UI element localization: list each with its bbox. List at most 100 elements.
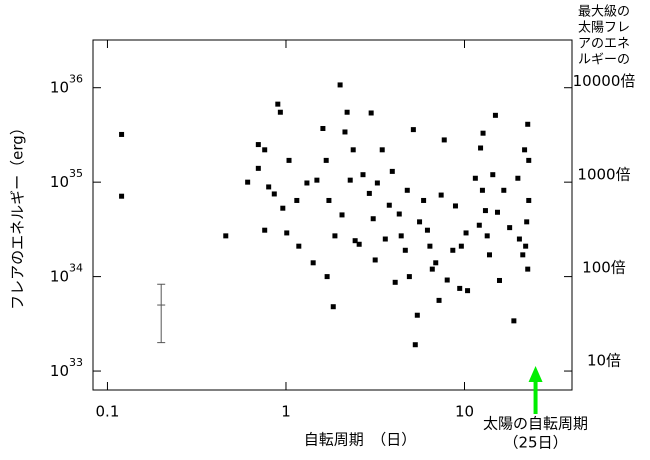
y2-tick-label: 100倍: [582, 258, 626, 276]
point: [520, 252, 526, 258]
y2-axis-title: アのエネ: [578, 37, 630, 52]
y-tick-exponent: 34: [69, 262, 83, 275]
x-tick-label: 10: [455, 403, 474, 421]
x-tick-label: 0.1: [96, 403, 120, 421]
point: [344, 109, 350, 115]
point: [421, 197, 427, 203]
point: [275, 101, 281, 107]
y-tick-label: 1034: [50, 262, 83, 286]
point: [476, 222, 482, 228]
point: [396, 211, 402, 217]
y2-axis-title: 最大級の: [578, 5, 630, 20]
point: [262, 147, 268, 153]
point: [496, 277, 502, 283]
plot-frame: [92, 39, 573, 391]
y-tick-base: 10: [50, 173, 69, 191]
point: [326, 197, 332, 203]
point: [412, 342, 418, 348]
y-tick-label: 1036: [50, 73, 83, 97]
y2-tick-label: 10000倍: [573, 72, 636, 90]
y-tick-exponent: 35: [69, 167, 83, 180]
point: [245, 179, 251, 185]
point: [494, 209, 500, 215]
point: [398, 233, 404, 239]
point: [511, 318, 517, 324]
point: [515, 175, 521, 181]
point: [284, 230, 290, 236]
point: [433, 260, 439, 266]
point: [255, 142, 261, 148]
point: [484, 233, 490, 239]
point: [525, 266, 531, 272]
point: [294, 197, 300, 203]
point: [414, 312, 420, 318]
point: [356, 241, 362, 247]
point: [404, 187, 410, 193]
point: [526, 197, 532, 203]
point: [402, 247, 408, 253]
point: [324, 274, 330, 280]
point: [389, 168, 395, 174]
point: [374, 180, 380, 186]
point: [286, 157, 292, 163]
point: [525, 121, 531, 127]
point: [347, 177, 353, 183]
point: [280, 205, 286, 211]
y-tick-exponent: 36: [69, 73, 83, 86]
point: [450, 247, 456, 253]
point: [392, 279, 398, 285]
point: [522, 147, 528, 153]
point: [330, 304, 336, 310]
point: [255, 165, 261, 171]
point: [452, 203, 458, 209]
point: [314, 177, 320, 183]
point: [310, 260, 316, 266]
point: [501, 187, 507, 193]
annotation-arrowhead: [528, 366, 543, 382]
y2-tick-label: 1000倍: [577, 165, 630, 183]
point: [277, 109, 283, 115]
point: [438, 192, 444, 198]
point: [492, 112, 498, 118]
point: [478, 145, 484, 151]
point: [350, 147, 356, 153]
point: [524, 219, 530, 225]
point: [480, 130, 486, 136]
annotation-text: 太陽の自転周期: [483, 415, 588, 433]
y2-axis-title: ルギーの: [578, 53, 630, 68]
point: [479, 187, 485, 193]
point: [486, 252, 492, 258]
point: [406, 274, 412, 280]
point: [417, 219, 423, 225]
point: [457, 285, 463, 291]
x-axis-title: 自転周期 （日）: [304, 431, 417, 449]
point: [360, 172, 366, 178]
point: [337, 82, 343, 88]
point: [296, 243, 302, 249]
point: [424, 227, 430, 233]
y-axis-title: フレアのエネルギー（erg）: [9, 120, 27, 310]
point: [465, 288, 471, 294]
point: [323, 157, 329, 163]
y2-tick-label: 10倍: [587, 352, 621, 370]
point: [482, 208, 488, 214]
point: [516, 236, 522, 242]
point: [372, 257, 378, 263]
point: [458, 243, 464, 249]
point: [332, 233, 338, 239]
point: [368, 110, 374, 116]
point: [339, 212, 345, 218]
point: [366, 190, 372, 196]
point: [370, 216, 376, 222]
point: [490, 172, 496, 178]
y-tick-base: 10: [50, 267, 69, 285]
y-tick-base: 10: [50, 78, 69, 96]
point: [352, 238, 358, 244]
point: [119, 193, 125, 199]
point: [526, 157, 532, 163]
point: [304, 180, 310, 186]
point: [262, 227, 268, 233]
point: [119, 131, 125, 137]
point: [379, 147, 385, 153]
